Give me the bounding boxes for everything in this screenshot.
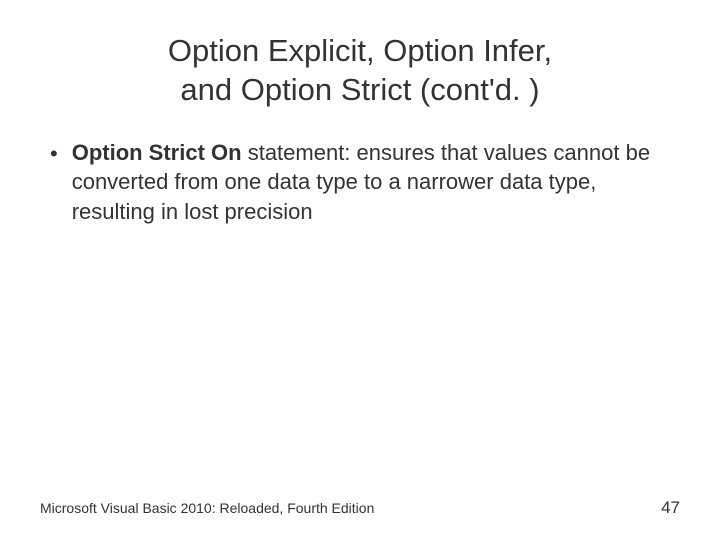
footer-source: Microsoft Visual Basic 2010: Reloaded, F…	[40, 500, 374, 516]
slide-title: Option Explicit, Option Infer, and Optio…	[40, 32, 680, 110]
slide: Option Explicit, Option Infer, and Optio…	[0, 0, 720, 540]
bullet-text: Option Strict On statement: ensures that…	[72, 138, 680, 227]
slide-footer: Microsoft Visual Basic 2010: Reloaded, F…	[40, 498, 680, 518]
title-line-1: Option Explicit, Option Infer,	[40, 32, 680, 71]
bullet-bold-run: Option Strict On	[72, 140, 242, 165]
slide-body: • Option Strict On statement: ensures th…	[40, 138, 680, 227]
title-line-2: and Option Strict (cont'd. )	[40, 71, 680, 110]
bullet-item: • Option Strict On statement: ensures th…	[50, 138, 680, 227]
footer-page-number: 47	[661, 498, 680, 518]
bullet-marker: •	[50, 139, 58, 169]
